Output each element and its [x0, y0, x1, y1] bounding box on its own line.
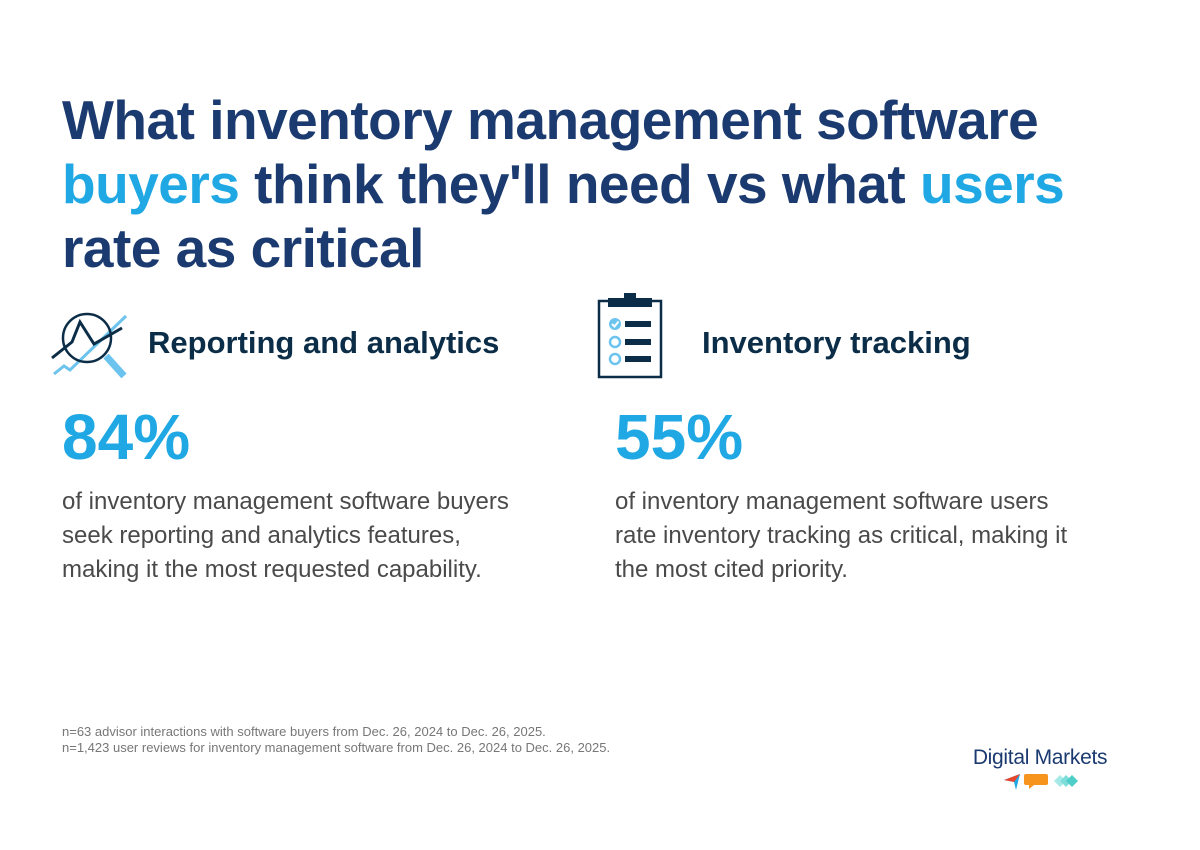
clipboard-checklist-icon	[597, 293, 663, 379]
title-text: What inventory management software	[62, 89, 1039, 151]
chart-magnifier-icon	[51, 312, 128, 379]
footnote: n=1,423 user reviews for inventory manag…	[62, 740, 611, 755]
right-description: of inventory management software users r…	[615, 488, 1068, 583]
title-text: rate as critical	[62, 217, 424, 279]
footnotes: n=63 advisor interactions with software …	[62, 724, 610, 756]
title-text: think they'll need vs what	[239, 153, 920, 215]
title-highlight-users: users	[920, 153, 1065, 215]
right-percent: 55%	[615, 401, 744, 473]
footnote: n=63 advisor interactions with software …	[62, 724, 546, 739]
left-heading: Reporting and analytics	[148, 325, 500, 360]
right-heading: Inventory tracking	[702, 325, 971, 360]
left-percent: 84%	[62, 401, 191, 473]
title-highlight-buyers: buyers	[62, 153, 240, 215]
digital-markets-logo: Digital Markets	[966, 746, 1114, 797]
page-title: What inventory management software buyer…	[62, 88, 1162, 280]
logo-text: Digital Markets	[972, 746, 1108, 769]
logo-marks-icon	[1004, 774, 1078, 790]
left-description: of inventory management software buyers …	[62, 488, 509, 583]
